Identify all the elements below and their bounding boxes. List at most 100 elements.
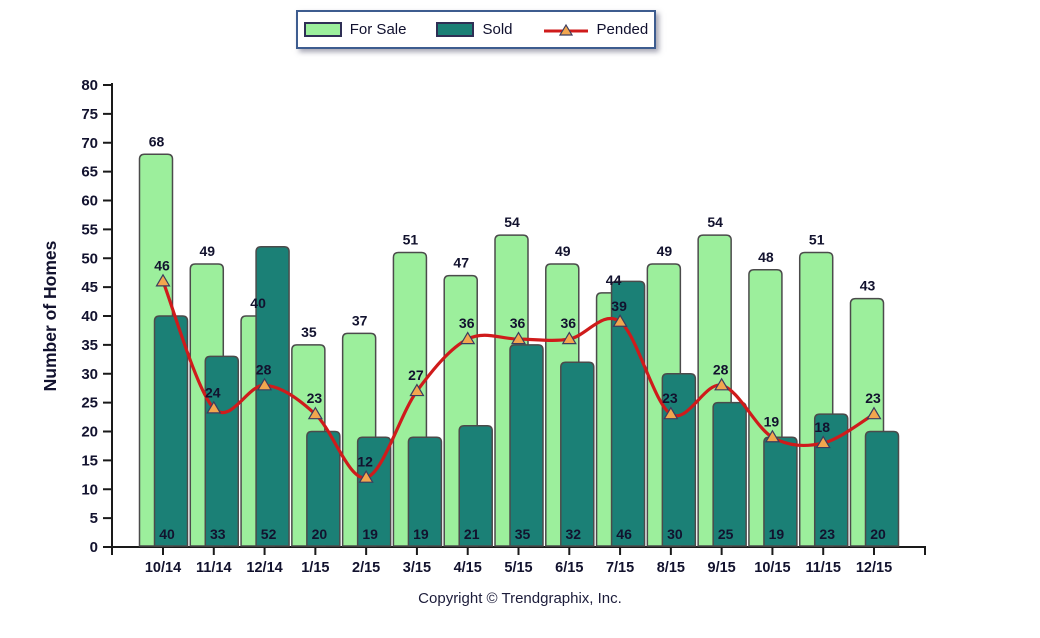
x-tick-label: 12/15 bbox=[856, 560, 892, 576]
pended-marker bbox=[358, 470, 374, 483]
pended-value-label: 18 bbox=[814, 419, 830, 435]
for-sale-value-label: 51 bbox=[809, 231, 825, 247]
sold-value-label: 30 bbox=[667, 526, 683, 542]
y-axis-title: Number of Homes bbox=[40, 240, 60, 391]
pended-value-label: 28 bbox=[256, 361, 272, 377]
legend-item-pended: Pended bbox=[543, 21, 648, 38]
sold-bar bbox=[864, 430, 900, 547]
pended-value-label: 36 bbox=[560, 315, 576, 331]
sold-bar bbox=[458, 424, 493, 547]
x-tick-label: 6/15 bbox=[555, 560, 583, 576]
x-tick-label: 11/15 bbox=[805, 560, 841, 576]
sold-bar bbox=[763, 436, 798, 547]
sold-value-label: 33 bbox=[210, 526, 226, 542]
y-tick-label: 0 bbox=[90, 539, 98, 556]
for-sale-value-label: 68 bbox=[149, 133, 165, 149]
sold-value-label: 19 bbox=[362, 526, 378, 542]
pended-line-icon bbox=[543, 23, 588, 36]
sold-value-label: 32 bbox=[565, 526, 581, 542]
pended-value-label: 19 bbox=[764, 413, 780, 429]
for-sale-value-label: 49 bbox=[657, 243, 673, 259]
for-sale-value-label: 47 bbox=[453, 255, 469, 271]
x-tick-label: 10/15 bbox=[754, 560, 790, 576]
pended-marker bbox=[561, 331, 577, 345]
pended-value-label: 23 bbox=[662, 390, 678, 406]
x-tick-label: 3/15 bbox=[403, 560, 431, 576]
sold-bar bbox=[509, 344, 544, 547]
for-sale-value-label: 48 bbox=[758, 249, 774, 265]
x-tick-label: 8/15 bbox=[657, 560, 685, 576]
for-sale-value-label: 49 bbox=[555, 243, 571, 259]
pended-marker bbox=[307, 406, 323, 420]
pended-value-label: 28 bbox=[713, 361, 729, 377]
pended-marker bbox=[866, 406, 882, 420]
y-tick-label: 5 bbox=[90, 510, 98, 527]
sold-value-label: 20 bbox=[312, 526, 328, 542]
y-tick-label: 65 bbox=[81, 164, 98, 181]
for-sale-value-label: 51 bbox=[403, 231, 419, 247]
sold-bar bbox=[306, 430, 341, 547]
y-tick-label: 50 bbox=[81, 250, 98, 267]
legend-label-for-sale: For Sale bbox=[349, 21, 407, 38]
y-tick-label: 45 bbox=[81, 279, 98, 296]
sold-bar bbox=[153, 315, 189, 547]
for-sale-value-label: 37 bbox=[352, 312, 368, 328]
pended-marker bbox=[409, 383, 425, 397]
y-tick-label: 20 bbox=[81, 424, 98, 441]
pended-marker bbox=[257, 377, 273, 391]
x-tick-label: 11/14 bbox=[196, 560, 232, 576]
pended-value-label: 36 bbox=[459, 315, 475, 331]
pended-value-label: 27 bbox=[408, 367, 424, 383]
for-sale-value-label: 40 bbox=[250, 295, 266, 311]
pended-value-label: 39 bbox=[611, 298, 627, 314]
sold-bar bbox=[560, 361, 595, 547]
x-tick-label: 10/14 bbox=[145, 560, 181, 576]
for-sale-value-label: 44 bbox=[606, 272, 622, 288]
for-sale-swatch-icon bbox=[303, 22, 342, 37]
x-tick-label: 2/15 bbox=[352, 560, 380, 576]
legend: For Sale Sold Pended bbox=[296, 10, 656, 49]
y-tick-label: 35 bbox=[81, 337, 98, 354]
sold-value-label: 35 bbox=[515, 526, 531, 542]
for-sale-value-label: 54 bbox=[707, 214, 723, 230]
sold-bar bbox=[712, 401, 747, 547]
legend-label-sold: Sold bbox=[482, 21, 513, 38]
pended-marker bbox=[663, 406, 679, 420]
x-tick-label: 12/14 bbox=[246, 560, 282, 576]
x-tick-label: 5/15 bbox=[504, 560, 532, 576]
y-tick-label: 60 bbox=[81, 193, 98, 210]
pended-value-label: 46 bbox=[154, 257, 170, 273]
sold-value-label: 25 bbox=[718, 526, 734, 542]
x-tick-label: 7/15 bbox=[606, 560, 634, 576]
for-sale-value-label: 54 bbox=[504, 214, 520, 230]
pended-value-label: 12 bbox=[357, 454, 373, 470]
x-tick-label: 4/15 bbox=[454, 560, 482, 576]
pended-marker bbox=[815, 435, 831, 449]
sold-value-label: 23 bbox=[819, 526, 835, 542]
pended-value-label: 23 bbox=[865, 390, 881, 406]
sold-value-label: 19 bbox=[769, 526, 785, 542]
for-sale-value-label: 35 bbox=[301, 324, 317, 340]
y-tick-label: 55 bbox=[81, 221, 98, 238]
pended-marker bbox=[510, 331, 527, 345]
y-tick-label: 25 bbox=[81, 395, 98, 412]
sold-value-label: 52 bbox=[261, 526, 277, 542]
y-tick-label: 40 bbox=[81, 308, 98, 325]
y-tick-label: 30 bbox=[81, 366, 98, 383]
sold-bar bbox=[407, 436, 443, 547]
copyright-text: Copyright © Trendgraphix, Inc. bbox=[418, 590, 622, 607]
pended-marker bbox=[155, 273, 171, 287]
sold-value-label: 46 bbox=[616, 526, 632, 542]
pended-value-label: 24 bbox=[205, 384, 221, 400]
pended-marker bbox=[206, 400, 222, 414]
for-sale-value-label: 49 bbox=[199, 243, 215, 259]
pended-marker bbox=[714, 377, 730, 391]
sold-bar bbox=[255, 245, 290, 547]
sold-value-label: 21 bbox=[464, 526, 480, 542]
y-tick-label: 80 bbox=[81, 77, 98, 94]
sold-value-label: 20 bbox=[870, 526, 886, 542]
y-tick-label: 70 bbox=[81, 135, 98, 152]
y-tick-label: 15 bbox=[81, 452, 98, 469]
sold-value-label: 40 bbox=[159, 526, 175, 542]
